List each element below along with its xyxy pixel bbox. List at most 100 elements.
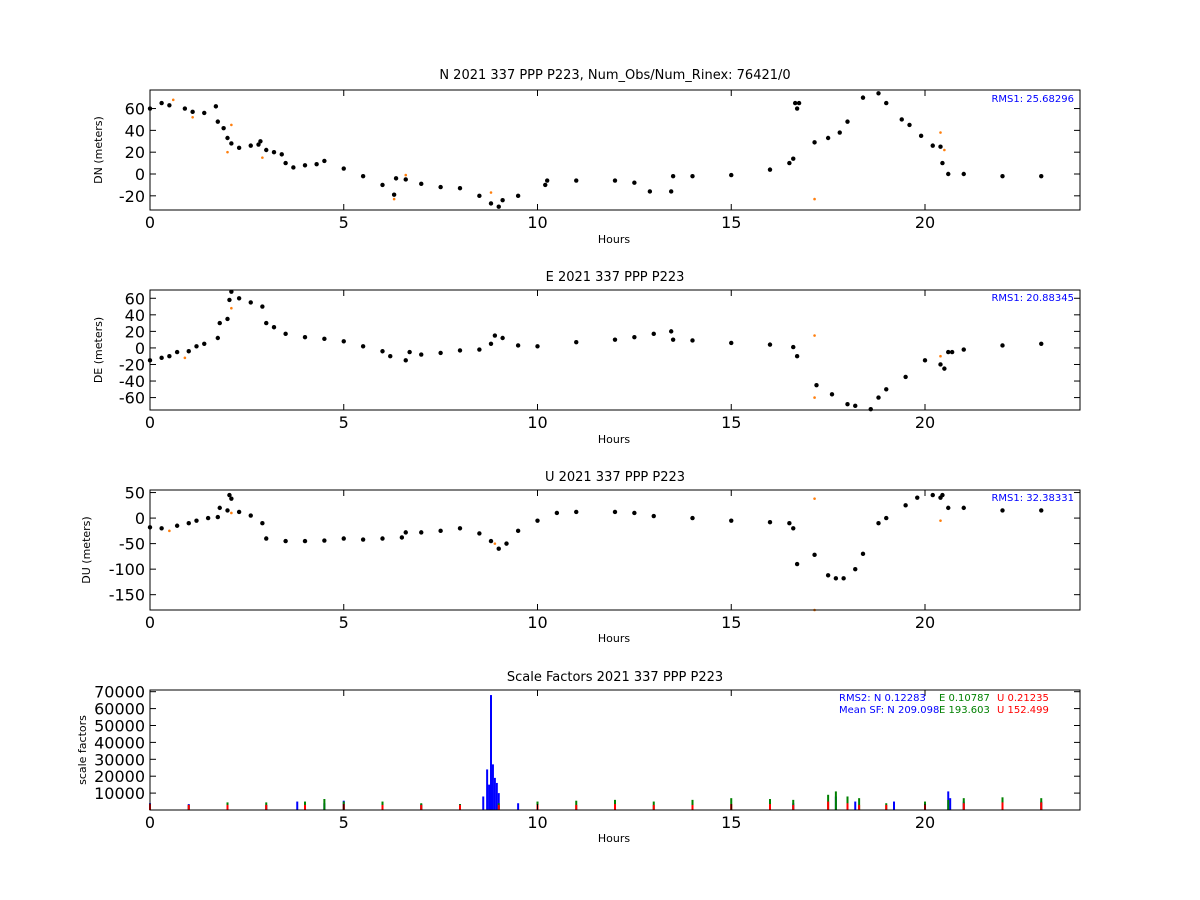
up-xtick-label: 20: [915, 613, 935, 632]
up-point: [174, 523, 180, 528]
up-point: [248, 513, 253, 518]
north-xtick-label: 0: [145, 213, 155, 232]
north-point: [229, 141, 234, 146]
east-point: [457, 348, 463, 353]
sf-ytick-label: 20000: [94, 767, 145, 786]
north-point: [690, 173, 695, 179]
up-point: [1039, 508, 1044, 513]
east-point: [938, 362, 943, 367]
up-point: [488, 538, 494, 544]
north-series-0: [147, 91, 1044, 209]
up-point: [399, 535, 405, 540]
east-ytick-label: 20: [125, 322, 145, 341]
up-point: [380, 536, 385, 541]
east-point: [225, 316, 230, 322]
east-series-1: [183, 306, 942, 399]
north-point: [496, 204, 501, 209]
north-point: [946, 171, 951, 177]
east-point: [388, 354, 393, 359]
north-point: [796, 100, 802, 106]
north-point: [812, 140, 817, 145]
north-point: [221, 125, 226, 131]
east-point: [186, 349, 191, 354]
sf-xtick-label: 15: [721, 813, 741, 832]
north-point: [670, 173, 676, 179]
east-series-0: [147, 289, 1044, 412]
up-point: [260, 520, 265, 526]
east-point: [380, 349, 385, 354]
east-point: [961, 347, 966, 352]
up-point: [205, 515, 211, 521]
north-point: [171, 98, 175, 102]
panel-up-xlabel: Hours: [598, 632, 630, 645]
up-point: [853, 566, 858, 572]
sf-ytick-label: 60000: [94, 700, 145, 719]
north-series-1: [171, 98, 946, 201]
panel-up-ticks: 0 5 10 15 20 -150 -100 -50 0 50: [109, 484, 1080, 632]
east-point: [632, 334, 637, 340]
up-ytick-label: -100: [109, 560, 145, 579]
east-point: [248, 300, 253, 305]
up-point: [194, 518, 199, 523]
east-point: [651, 331, 656, 337]
up-point: [876, 520, 881, 526]
east-ytick-label: -20: [119, 355, 145, 374]
north-ytick-label: 40: [125, 121, 145, 140]
east-xtick-label: 15: [721, 413, 741, 432]
panel-sf-xlabel: Hours: [598, 832, 630, 845]
north-point: [322, 158, 327, 164]
north-point: [215, 119, 221, 124]
east-point: [668, 329, 674, 334]
panel-up-rms-label: RMS1: 32.38331: [991, 493, 1074, 504]
panel-east-rms-label: RMS1: 20.88345: [991, 293, 1074, 304]
up-point: [227, 492, 232, 498]
east-point: [729, 340, 734, 346]
panel-sf-rms2-e: E 0.10787: [939, 693, 990, 704]
north-point: [279, 152, 284, 157]
sf-xtick-label: 5: [339, 813, 349, 832]
up-point: [215, 514, 221, 520]
east-point: [194, 344, 199, 349]
up-point: [264, 536, 269, 541]
north-point: [668, 189, 674, 194]
panel-up: U 2021 337 PPP P223 0 5 10 15 20-150-100-500…: [80, 470, 1081, 645]
up-point: [903, 503, 908, 508]
up-point: [825, 573, 831, 578]
north-point: [729, 172, 734, 178]
sf-ytick-label: 70000: [94, 683, 145, 702]
north-point: [938, 144, 943, 149]
north-point: [403, 177, 408, 182]
east-ytick-label: 40: [125, 306, 145, 325]
sf-xtick-label: 0: [145, 813, 155, 832]
north-point: [647, 189, 653, 194]
east-point: [939, 354, 942, 358]
up-ytick-label: -150: [109, 586, 145, 605]
panel-east-marks: [147, 289, 1044, 412]
east-point: [230, 306, 233, 310]
north-point: [489, 191, 493, 194]
east-point: [488, 341, 494, 346]
north-point: [845, 119, 850, 124]
east-point: [813, 396, 816, 399]
east-xtick-label: 10: [527, 413, 547, 432]
panel-sf-frame: [149, 689, 1081, 811]
panel-up-title: U 2021 337 PPP P223: [545, 470, 685, 485]
up-point: [504, 541, 509, 546]
north-point: [918, 133, 924, 139]
sf-ytick-label: 40000: [94, 733, 145, 752]
sf-xtick-label: 20: [915, 813, 935, 832]
panel-scale-factors: Scale Factors 2021 337 PPP P223 0 5 10 15 20…: [76, 670, 1081, 845]
east-point: [260, 304, 265, 309]
east-point: [283, 331, 288, 337]
panel-up-frame: [149, 489, 1081, 611]
north-point: [767, 167, 773, 172]
north-point: [876, 91, 881, 96]
north-point: [283, 160, 288, 166]
up-xtick-label: 0: [145, 613, 155, 632]
east-point: [903, 374, 908, 380]
up-series-1: [168, 497, 942, 612]
up-point: [341, 536, 346, 541]
north-point: [515, 193, 521, 199]
panel-up-plot-area: [150, 490, 1080, 610]
